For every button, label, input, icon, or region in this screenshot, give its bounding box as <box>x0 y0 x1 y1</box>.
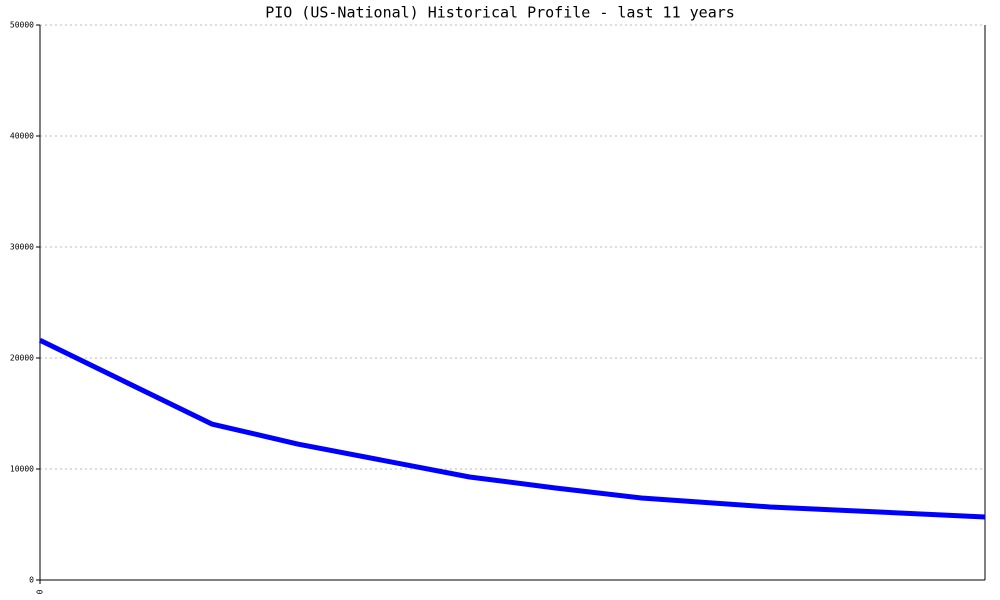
chart-title: PIO (US-National) Historical Profile - l… <box>265 4 735 22</box>
y-tick-label: 20000 <box>10 354 34 363</box>
y-tick-label: 40000 <box>10 132 34 141</box>
y-tick-label: 30000 <box>10 243 34 252</box>
y-tick-label: 50000 <box>10 21 34 30</box>
x-tick-label: 0 <box>36 589 45 594</box>
y-tick-label: 0 <box>29 576 34 585</box>
data-line <box>38 337 986 520</box>
y-tick-label: 10000 <box>10 465 34 474</box>
